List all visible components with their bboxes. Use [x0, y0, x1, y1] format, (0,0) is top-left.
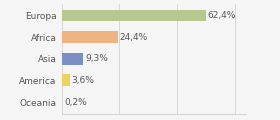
- Text: 62,4%: 62,4%: [207, 11, 236, 20]
- Bar: [62, 53, 83, 65]
- Bar: [62, 75, 70, 86]
- Text: 24,4%: 24,4%: [120, 33, 148, 42]
- Text: 9,3%: 9,3%: [85, 54, 108, 63]
- Text: 3,6%: 3,6%: [72, 76, 95, 85]
- Text: 0,2%: 0,2%: [64, 98, 87, 107]
- Bar: [62, 31, 118, 43]
- Bar: [62, 10, 206, 21]
